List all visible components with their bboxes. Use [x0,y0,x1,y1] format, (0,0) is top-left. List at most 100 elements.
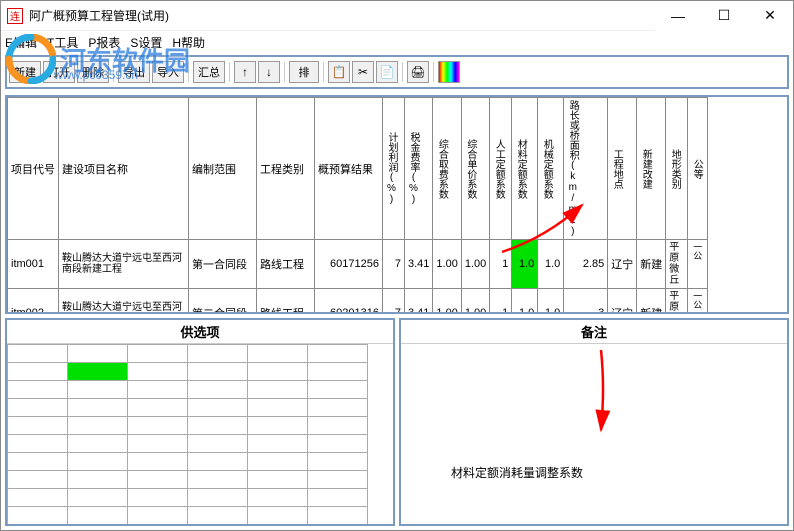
option-cell[interactable] [308,381,368,399]
cell-scope[interactable]: 第二合同段 [189,289,257,313]
print-icon[interactable]: 🖨 [407,61,429,83]
option-cell[interactable] [128,489,188,507]
option-cell[interactable] [188,489,248,507]
option-cell[interactable] [308,435,368,453]
cell-tax_rate[interactable]: 3.41 [405,240,433,289]
option-cell[interactable] [308,345,368,363]
option-cell[interactable] [128,453,188,471]
main-grid[interactable]: 项目代号 建设项目名称 编制范围 工程类别 概预算结果 计划利润(%) 税金费率… [7,97,708,312]
option-cell[interactable] [68,507,128,525]
option-cell[interactable] [8,363,68,381]
option-cell[interactable] [308,399,368,417]
cell-terrain[interactable]: 平原微丘 [666,289,688,313]
new-button[interactable]: 新建 [9,61,41,83]
option-cell[interactable] [308,363,368,381]
option-cell[interactable] [248,507,308,525]
cell-comp_take[interactable]: 1.00 [433,289,461,313]
option-cell[interactable] [308,507,368,525]
option-cell[interactable] [248,345,308,363]
sort-button[interactable]: 排 [289,61,319,83]
option-cell[interactable] [128,435,188,453]
option-cell[interactable] [248,381,308,399]
option-cell[interactable] [68,489,128,507]
options-grid[interactable] [7,344,368,524]
cell-type[interactable]: 路线工程 [257,289,315,313]
option-cell[interactable] [188,363,248,381]
cell-name[interactable]: 鞍山腾达大道宁远屯至西河南段新建工程 [59,289,189,313]
option-cell[interactable] [68,363,128,381]
option-cell[interactable] [248,471,308,489]
option-cell[interactable] [8,381,68,399]
option-cell[interactable] [128,363,188,381]
option-cell[interactable] [68,417,128,435]
cell-machine[interactable]: 1.0 [538,289,564,313]
cell-tax_rate[interactable]: 3.41 [405,289,433,313]
cell-site[interactable]: 辽宁 [608,289,637,313]
menu-report[interactable]: P报表 [88,34,120,51]
cell-labor[interactable]: 1 [490,240,512,289]
option-cell[interactable] [308,417,368,435]
option-cell[interactable] [248,489,308,507]
cell-code[interactable]: itm001 [8,240,59,289]
cell-type[interactable]: 路线工程 [257,240,315,289]
cell-plan_rate[interactable]: 7 [383,240,405,289]
table-row[interactable]: itm002鞍山腾达大道宁远屯至西河南段新建工程第二合同段路线工程6020131… [8,289,708,313]
open-button[interactable]: 打开 [43,61,75,83]
import-button[interactable]: 导入 [152,61,184,83]
option-cell[interactable] [188,345,248,363]
menu-help[interactable]: H帮助 [172,34,205,51]
summary-button[interactable]: 汇总 [193,61,225,83]
minimize-button[interactable]: — [655,1,701,31]
menu-edit[interactable]: E编辑 [5,34,37,51]
option-cell[interactable] [8,507,68,525]
cell-scope[interactable]: 第一合同段 [189,240,257,289]
option-cell[interactable] [68,435,128,453]
option-cell[interactable] [248,435,308,453]
option-cell[interactable] [68,381,128,399]
cell-road_len[interactable]: 2.85 [564,240,608,289]
option-cell[interactable] [68,471,128,489]
cell-build_rebuild[interactable]: 新建 [637,289,666,313]
option-cell[interactable] [8,435,68,453]
option-cell[interactable] [188,453,248,471]
option-cell[interactable] [188,471,248,489]
option-cell[interactable] [8,417,68,435]
option-cell[interactable] [188,399,248,417]
cell-build_rebuild[interactable]: 新建 [637,240,666,289]
menu-tool[interactable]: T工具 [47,34,78,51]
cell-site[interactable]: 辽宁 [608,240,637,289]
cell-road_grade[interactable]: 一公 [688,289,708,313]
cell-terrain[interactable]: 平原微丘 [666,240,688,289]
cell-result[interactable]: 60171256 [315,240,383,289]
option-cell[interactable] [128,381,188,399]
option-cell[interactable] [8,399,68,417]
cell-plan_rate[interactable]: 7 [383,289,405,313]
down-button[interactable]: ↓ [258,61,280,83]
option-cell[interactable] [68,345,128,363]
cell-result[interactable]: 60201316 [315,289,383,313]
option-cell[interactable] [128,471,188,489]
cell-comp_unit[interactable]: 1.00 [461,289,489,313]
option-cell[interactable] [308,489,368,507]
option-cell[interactable] [68,399,128,417]
option-cell[interactable] [188,417,248,435]
menu-setting[interactable]: S设置 [130,34,162,51]
option-cell[interactable] [128,399,188,417]
option-cell[interactable] [8,453,68,471]
cell-comp_unit[interactable]: 1.00 [461,240,489,289]
cell-material[interactable]: 1.0 [512,240,538,289]
cell-name[interactable]: 鞍山腾达大道宁远屯至西河南段新建工程 [59,240,189,289]
cell-labor[interactable]: 1 [490,289,512,313]
option-cell[interactable] [8,489,68,507]
cell-road_len[interactable]: 3 [564,289,608,313]
cell-comp_take[interactable]: 1.00 [433,240,461,289]
export-button[interactable]: 导出 [118,61,150,83]
option-cell[interactable] [248,453,308,471]
option-cell[interactable] [308,453,368,471]
up-button[interactable]: ↑ [234,61,256,83]
option-cell[interactable] [248,399,308,417]
option-cell[interactable] [248,363,308,381]
option-cell[interactable] [188,507,248,525]
cell-material[interactable]: 1.0 [512,289,538,313]
color-icon[interactable] [438,61,460,83]
